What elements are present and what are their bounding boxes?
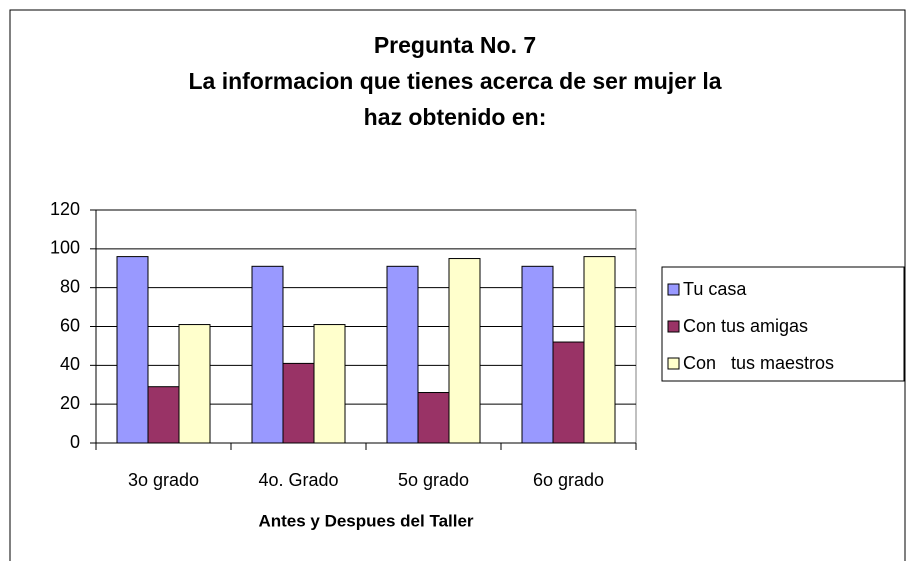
bar [417, 392, 450, 444]
y-tick-label: 0 [70, 432, 80, 452]
y-tick-label: 20 [60, 393, 80, 413]
bar [521, 265, 554, 444]
bar [552, 341, 585, 444]
chart-frame [9, 9, 906, 561]
chart-title: La informacion que tienes acerca de ser … [188, 68, 721, 94]
legend-box [661, 266, 905, 382]
x-axis-title: Antes y Despues del Taller [258, 511, 473, 530]
bar [147, 386, 180, 444]
x-tick-label: 3o grado [128, 470, 199, 490]
y-tick-label: 80 [60, 276, 80, 296]
bar [178, 324, 211, 444]
legend-swatch [667, 283, 680, 296]
bar [448, 258, 481, 444]
bar [282, 362, 315, 444]
y-tick-label: 40 [60, 354, 80, 374]
chart-title: haz obtenido en: [364, 104, 547, 130]
y-tick-label: 100 [50, 238, 80, 258]
bar [386, 265, 419, 444]
chart-title: Pregunta No. 7 [374, 32, 536, 58]
bar [583, 256, 616, 444]
legend-swatch [667, 357, 680, 370]
y-tick-label: 120 [50, 199, 80, 219]
x-tick-label: 4o. Grado [258, 470, 338, 490]
bar [251, 265, 284, 444]
legend-label: Con tus amigas [683, 316, 808, 336]
legend-label: Tu casa [683, 279, 747, 299]
legend-label: Con tus maestros [683, 353, 834, 373]
legend-swatch [667, 320, 680, 333]
y-tick-label: 60 [60, 315, 80, 335]
x-tick-label: 6o grado [533, 470, 604, 490]
bar [116, 256, 149, 444]
bar [313, 324, 346, 444]
x-tick-label: 5o grado [398, 470, 469, 490]
